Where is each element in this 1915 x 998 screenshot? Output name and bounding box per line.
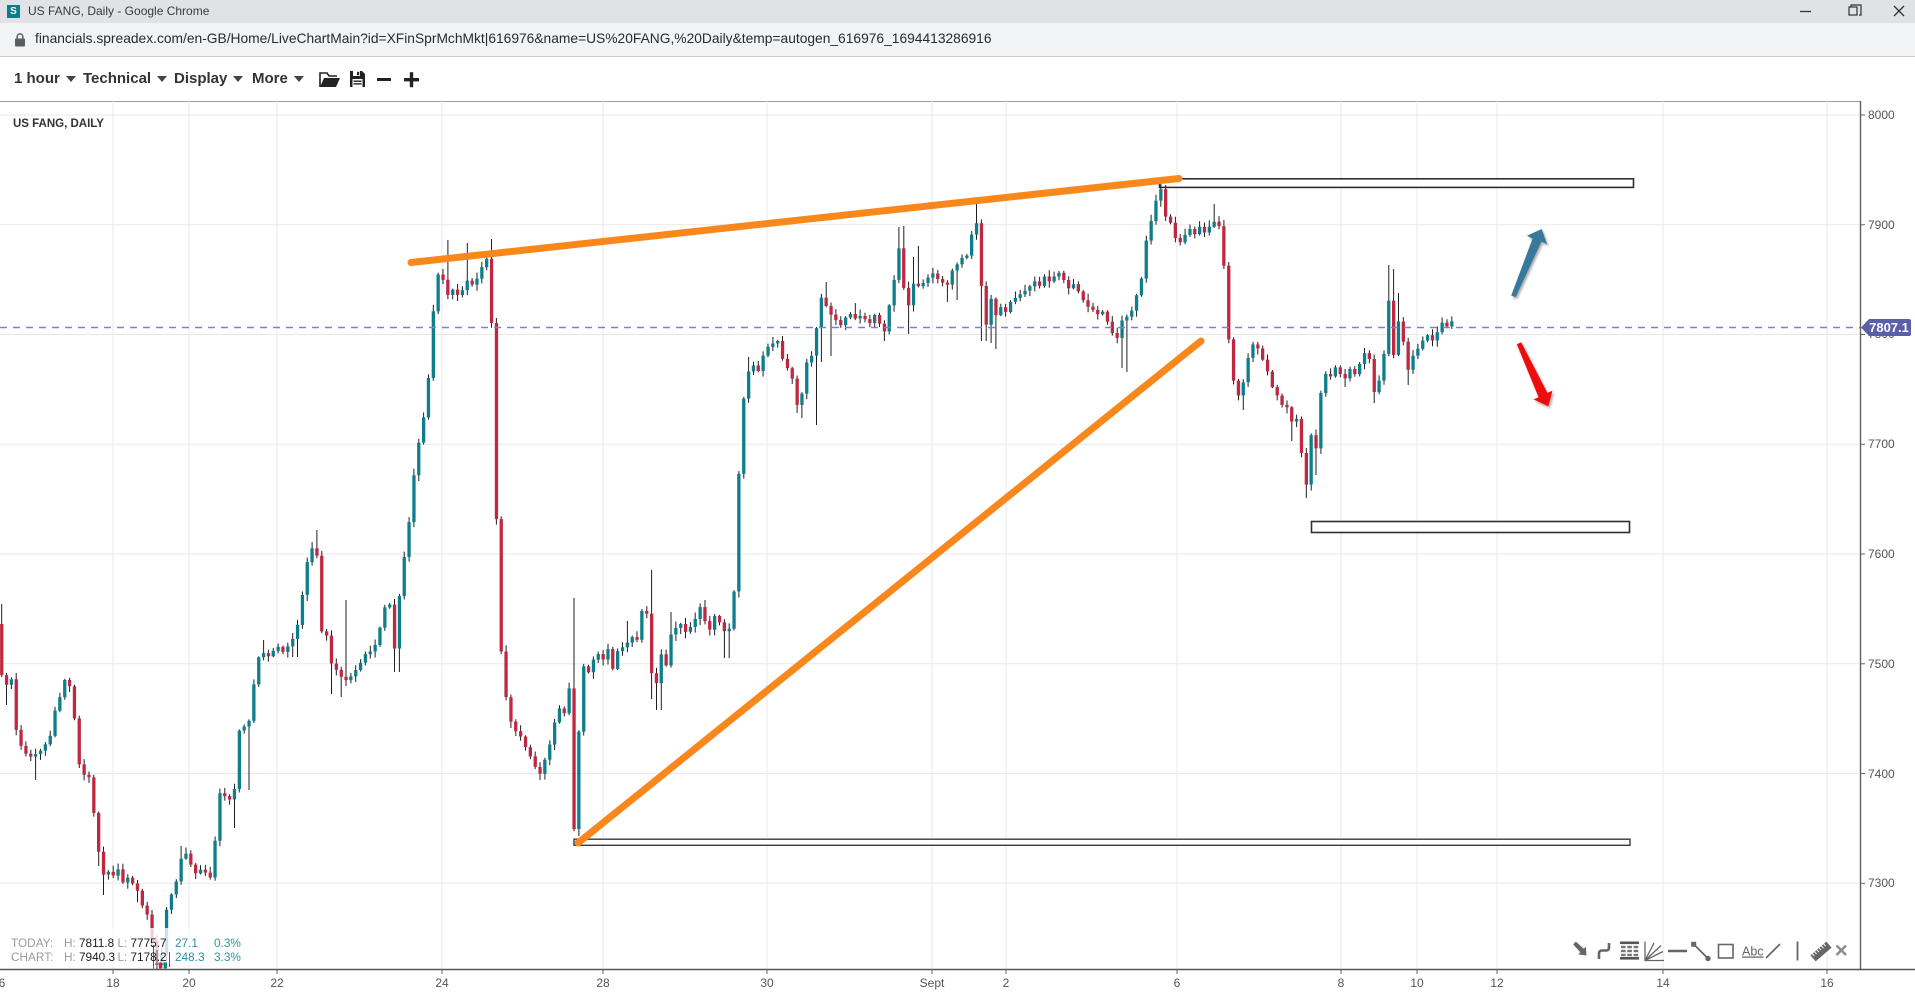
svg-text:8: 8 <box>1338 976 1345 990</box>
svg-text:7900: 7900 <box>1868 218 1895 232</box>
svg-text:L:: L: <box>118 936 128 950</box>
svg-text:7400: 7400 <box>1868 767 1895 781</box>
svg-text:CHART:: CHART: <box>11 950 53 964</box>
svg-text:27.1: 27.1 <box>175 936 198 950</box>
svg-text:3.3%: 3.3% <box>214 950 241 964</box>
svg-text:6: 6 <box>0 976 6 990</box>
svg-text:Abc: Abc <box>1742 945 1764 959</box>
svg-text:10: 10 <box>1410 976 1424 990</box>
svg-text:7600: 7600 <box>1868 547 1895 561</box>
svg-text:30: 30 <box>760 976 774 990</box>
svg-text:7940.3: 7940.3 <box>79 950 116 964</box>
svg-text:28: 28 <box>596 976 610 990</box>
svg-text:Sept: Sept <box>920 976 945 990</box>
svg-text:22: 22 <box>270 976 284 990</box>
svg-text:18: 18 <box>106 976 120 990</box>
svg-text:H:: H: <box>64 950 76 964</box>
svg-text:24: 24 <box>435 976 449 990</box>
svg-text:16: 16 <box>1820 976 1834 990</box>
svg-text:14: 14 <box>1656 976 1670 990</box>
svg-text:2: 2 <box>1003 976 1010 990</box>
svg-text:12: 12 <box>1490 976 1504 990</box>
svg-text:0.3%: 0.3% <box>214 936 241 950</box>
svg-text:20: 20 <box>182 976 196 990</box>
svg-text:7700: 7700 <box>1868 437 1895 451</box>
svg-text:6: 6 <box>1174 976 1181 990</box>
svg-text:248.3: 248.3 <box>175 950 205 964</box>
svg-text:7811.8: 7811.8 <box>79 936 115 950</box>
svg-text:7500: 7500 <box>1868 657 1895 671</box>
svg-text:8000: 8000 <box>1868 108 1895 122</box>
svg-text:7775.7: 7775.7 <box>131 936 167 950</box>
svg-text:7300: 7300 <box>1868 876 1895 890</box>
svg-text:L:: L: <box>118 950 128 964</box>
svg-text:TODAY:: TODAY: <box>11 936 53 950</box>
svg-text:7807.1: 7807.1 <box>1869 320 1909 335</box>
svg-text:7178.2: 7178.2 <box>131 950 167 964</box>
svg-text:H:: H: <box>64 936 76 950</box>
svg-text:US FANG, DAILY: US FANG, DAILY <box>13 118 104 130</box>
